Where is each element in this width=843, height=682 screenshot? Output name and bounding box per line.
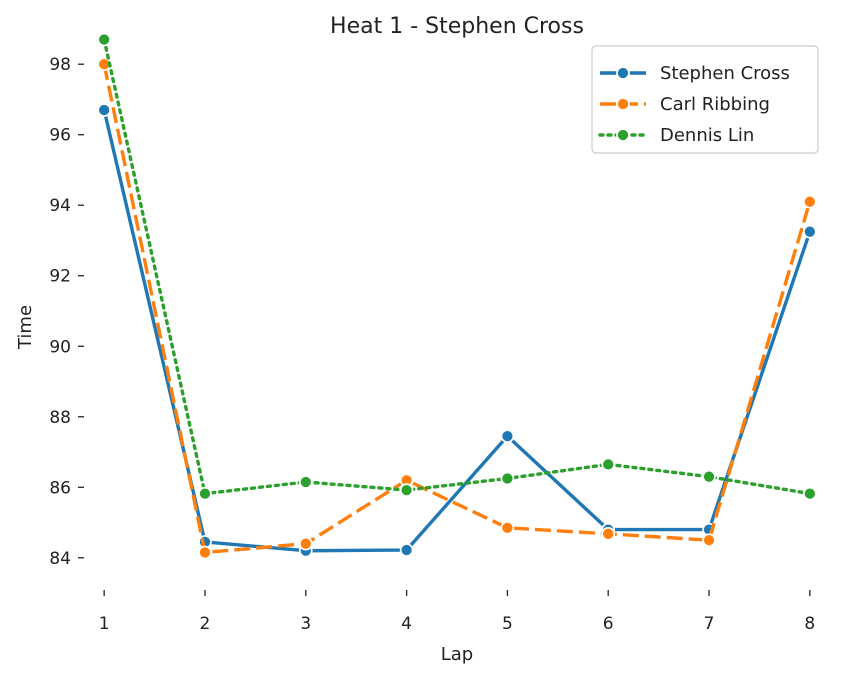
data-point-1-2 — [298, 536, 313, 551]
data-point-1-5 — [601, 526, 616, 541]
data-point-2-0 — [97, 32, 112, 47]
series-line-0 — [102, 109, 812, 553]
y-tick-label-1: 86 — [49, 478, 71, 498]
x-tick-label-1: 2 — [200, 614, 211, 634]
legend-marker-2 — [616, 128, 630, 142]
series-line-2 — [102, 37, 812, 496]
legend: Stephen Cross Carl Ribbing Dennis Lin — [591, 45, 819, 154]
y-tick-label-4: 92 — [49, 267, 71, 287]
legend-label-2: Dennis Lin — [660, 125, 754, 146]
x-tick-label-3: 4 — [401, 614, 412, 634]
legend-label-0: Stephen Cross — [660, 63, 790, 84]
x-tick-label-6: 7 — [704, 614, 715, 634]
data-point-0-0 — [97, 103, 112, 117]
data-point-2-4 — [500, 471, 515, 486]
x-tick-label-4: 5 — [502, 614, 513, 634]
y-tick-label-5: 94 — [49, 196, 71, 216]
legend-box — [591, 45, 819, 154]
plot-area: 84 86 88 90 92 94 96 98 1 2 3 4 5 6 7 8 Stephen Cross Car… — [49, 32, 819, 634]
data-point-0-4 — [500, 429, 515, 444]
data-point-2-1 — [198, 486, 212, 501]
data-point-0-3 — [399, 543, 414, 557]
data-point-0-7 — [802, 224, 817, 239]
x-tick-label-5: 6 — [603, 614, 614, 634]
data-point-1-6 — [702, 533, 716, 548]
chart-title: Heat 1 - Stephen Cross — [330, 14, 584, 39]
data-point-2-3 — [399, 483, 414, 497]
x-tick-label-7: 8 — [804, 614, 815, 634]
data-point-2-6 — [702, 469, 716, 484]
data-point-1-7 — [802, 194, 817, 209]
legend-marker-1 — [616, 97, 630, 111]
x-tick-label-2: 3 — [300, 614, 311, 634]
legend-marker-0 — [616, 66, 630, 80]
y-tick-label-0: 84 — [49, 549, 71, 569]
y-tick-label-3: 90 — [49, 337, 71, 357]
data-point-2-7 — [802, 486, 817, 501]
x-tick-label-0: 1 — [99, 614, 110, 634]
data-point-1-4 — [500, 520, 515, 535]
data-point-2-5 — [601, 457, 616, 472]
data-point-1-1 — [198, 545, 212, 560]
y-tick-label-6: 96 — [49, 126, 71, 146]
series-line-1 — [102, 63, 812, 555]
y-axis-label: Time — [15, 305, 36, 350]
x-axis-label: Lap — [441, 644, 473, 665]
legend-label-1: Carl Ribbing — [660, 94, 770, 115]
data-point-2-2 — [298, 475, 313, 489]
y-tick-label-7: 98 — [49, 55, 71, 75]
y-tick-label-2: 88 — [49, 408, 71, 428]
